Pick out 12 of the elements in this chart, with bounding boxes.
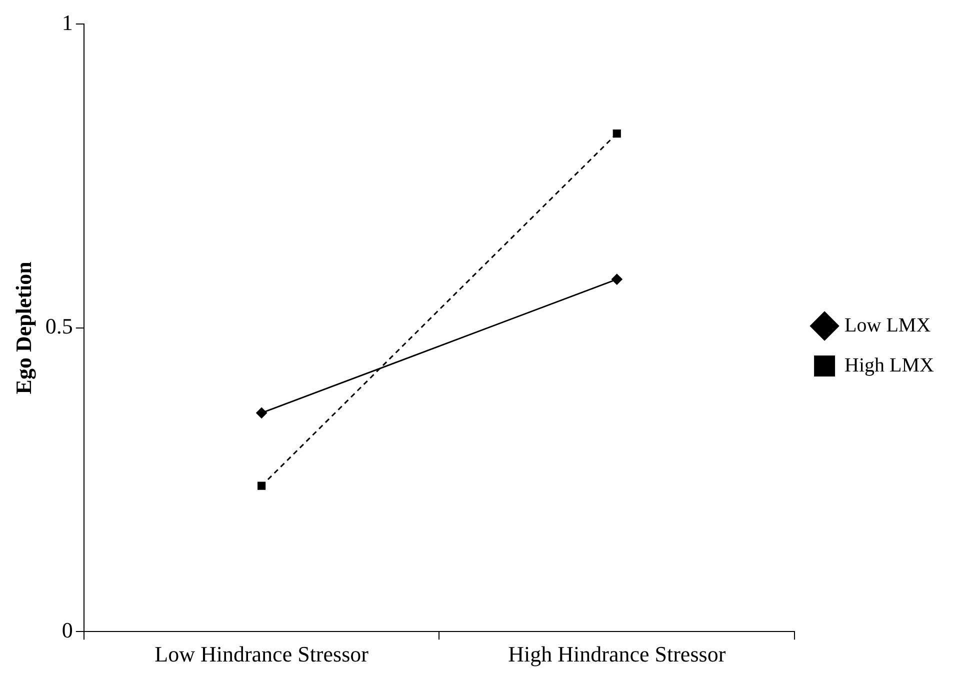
x-tick-label: Low Hindrance Stressor (154, 642, 370, 667)
y-axis-title: Ego Depletion (10, 262, 36, 394)
point (258, 482, 266, 490)
y-tick-label: 0 (62, 617, 73, 642)
y-tick-label: 0.5 (45, 314, 73, 339)
point (611, 274, 622, 285)
point (612, 129, 621, 138)
y-tick-label: 1 (62, 10, 73, 35)
legend-label: High LMX (844, 354, 935, 376)
x-tick-label: High Hindrance Stressor (508, 642, 726, 667)
legend-label: Low LMX (844, 314, 932, 336)
point (256, 407, 268, 418)
